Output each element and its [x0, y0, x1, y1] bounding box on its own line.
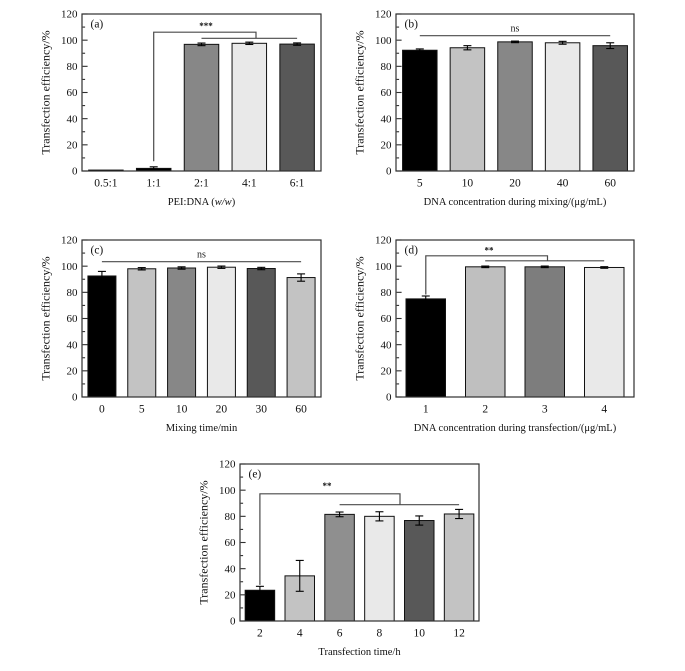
svg-text:60: 60 [381, 87, 393, 99]
svg-text:120: 120 [219, 459, 236, 471]
svg-text:80: 80 [67, 287, 79, 299]
svg-text:***: *** [199, 21, 213, 31]
svg-text:2: 2 [482, 404, 488, 416]
svg-text:80: 80 [381, 61, 393, 73]
svg-text:0.5:1: 0.5:1 [94, 178, 118, 190]
svg-text:120: 120 [375, 235, 392, 247]
svg-text:100: 100 [375, 261, 392, 273]
svg-text:30: 30 [256, 404, 268, 416]
svg-text:Mixing time/min: Mixing time/min [166, 423, 238, 434]
svg-text:Transfection efficiency/%: Transfection efficiency/% [197, 480, 211, 604]
svg-text:100: 100 [61, 261, 78, 273]
svg-text:60: 60 [67, 87, 79, 99]
svg-text:4: 4 [297, 628, 303, 640]
svg-text:(c): (c) [91, 245, 104, 257]
svg-text:Transfection efficiency/%: Transfection efficiency/% [353, 256, 367, 380]
svg-text:20: 20 [381, 365, 393, 377]
svg-text:4: 4 [601, 404, 607, 416]
svg-text:6:1: 6:1 [290, 178, 305, 190]
svg-text:60: 60 [225, 537, 237, 549]
svg-text:Transfection efficiency/%: Transfection efficiency/% [39, 30, 53, 154]
svg-text:Transfection efficiency/%: Transfection efficiency/% [353, 30, 367, 154]
svg-text:120: 120 [61, 9, 78, 21]
svg-text:10: 10 [462, 178, 474, 190]
svg-text:1: 1 [423, 404, 429, 416]
svg-text:20: 20 [381, 139, 393, 151]
svg-text:(d): (d) [405, 245, 419, 257]
svg-text:0: 0 [72, 392, 78, 404]
svg-text:20: 20 [225, 589, 237, 601]
svg-text:40: 40 [67, 113, 79, 125]
svg-text:2:1: 2:1 [194, 178, 209, 190]
svg-text:20: 20 [216, 404, 228, 416]
svg-text:80: 80 [67, 61, 79, 73]
svg-text:(e): (e) [249, 469, 262, 481]
svg-text:20: 20 [509, 178, 521, 190]
svg-text:0: 0 [230, 616, 236, 628]
svg-text:ns: ns [197, 249, 206, 260]
svg-text:3: 3 [542, 404, 548, 416]
svg-text:20: 20 [67, 139, 79, 151]
svg-text:**: ** [485, 246, 495, 256]
svg-text:DNA concentration during mixin: DNA concentration during mixing/(μg/mL) [424, 197, 607, 208]
svg-text:40: 40 [557, 178, 569, 190]
svg-text:5: 5 [139, 404, 145, 416]
svg-text:100: 100 [61, 35, 78, 47]
svg-text:0: 0 [99, 404, 105, 416]
svg-text:2: 2 [257, 628, 263, 640]
svg-text:10: 10 [176, 404, 188, 416]
svg-text:10: 10 [414, 628, 426, 640]
svg-text:100: 100 [375, 35, 392, 47]
svg-text:8: 8 [377, 628, 383, 640]
svg-text:120: 120 [61, 235, 78, 247]
svg-text:(a): (a) [91, 19, 104, 31]
svg-text:4:1: 4:1 [242, 178, 257, 190]
svg-text:60: 60 [295, 404, 307, 416]
svg-text:80: 80 [225, 511, 237, 523]
svg-text:Transfection time/h: Transfection time/h [318, 647, 401, 658]
svg-text:Transfection efficiency/%: Transfection efficiency/% [39, 256, 53, 380]
svg-text:20: 20 [67, 365, 79, 377]
svg-text:0: 0 [386, 166, 392, 178]
svg-text:1:1: 1:1 [146, 178, 161, 190]
svg-text:12: 12 [453, 628, 465, 640]
svg-text:0: 0 [386, 392, 392, 404]
svg-text:60: 60 [604, 178, 616, 190]
svg-text:DNA concentration during trans: DNA concentration during transfection/(μ… [414, 423, 617, 434]
svg-text:**: ** [323, 481, 333, 491]
svg-text:60: 60 [67, 313, 79, 325]
svg-text:40: 40 [225, 563, 237, 575]
svg-text:40: 40 [381, 339, 393, 351]
svg-text:80: 80 [381, 287, 393, 299]
svg-text:120: 120 [375, 9, 392, 21]
svg-text:6: 6 [337, 628, 343, 640]
svg-text:100: 100 [219, 485, 236, 497]
svg-text:5: 5 [417, 178, 423, 190]
svg-text:40: 40 [381, 113, 393, 125]
svg-text:PEI:DNA (w/w): PEI:DNA (w/w) [168, 197, 236, 208]
svg-text:40: 40 [67, 339, 79, 351]
svg-text:60: 60 [381, 313, 393, 325]
svg-text:0: 0 [72, 166, 78, 178]
svg-text:(b): (b) [405, 19, 419, 31]
svg-text:ns: ns [511, 23, 520, 34]
